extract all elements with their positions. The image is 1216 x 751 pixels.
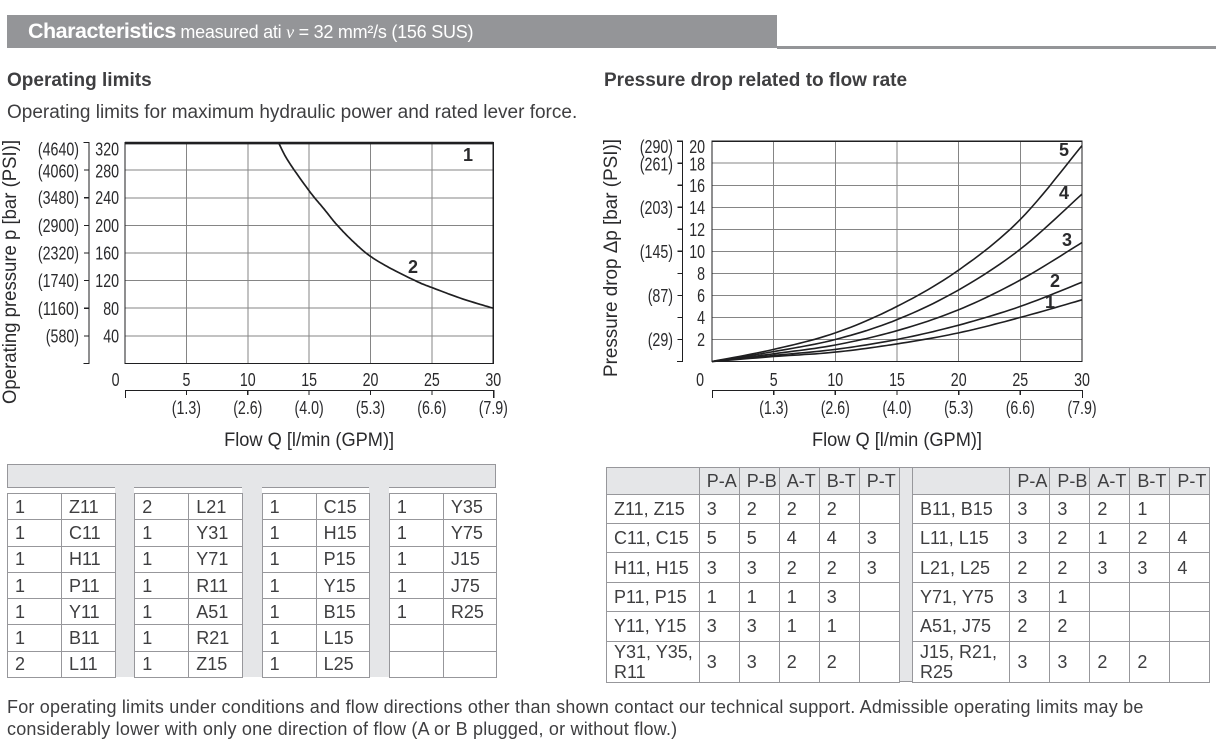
- svg-text:16: 16: [689, 176, 705, 196]
- svg-text:120: 120: [95, 271, 119, 291]
- svg-text:(29): (29): [648, 330, 673, 350]
- svg-text:20: 20: [363, 370, 379, 390]
- svg-text:(87): (87): [648, 286, 673, 306]
- svg-text:2: 2: [697, 330, 705, 350]
- svg-text:160: 160: [95, 244, 119, 264]
- svg-text:(4640): (4640): [38, 140, 79, 160]
- svg-text:Flow Q [l/min (GPM)]: Flow Q [l/min (GPM)]: [812, 430, 982, 451]
- svg-text:0: 0: [112, 370, 120, 390]
- svg-text:5: 5: [182, 370, 190, 390]
- svg-text:200: 200: [95, 216, 119, 236]
- svg-text:1: 1: [1045, 292, 1055, 312]
- svg-text:(145): (145): [640, 242, 673, 262]
- svg-text:Flow Q [l/min (GPM)]: Flow Q [l/min (GPM)]: [224, 430, 394, 451]
- svg-text:5: 5: [1059, 140, 1069, 160]
- svg-text:10: 10: [827, 370, 843, 390]
- svg-text:(6.6): (6.6): [417, 398, 446, 418]
- svg-text:2: 2: [408, 257, 418, 277]
- svg-text:40: 40: [103, 326, 119, 346]
- svg-text:(3480): (3480): [38, 188, 79, 208]
- svg-text:(261): (261): [640, 155, 673, 175]
- svg-text:(2.6): (2.6): [233, 398, 262, 418]
- svg-text:20: 20: [951, 370, 967, 390]
- svg-text:(6.6): (6.6): [1006, 398, 1035, 418]
- svg-text:3: 3: [1062, 230, 1072, 250]
- svg-text:4: 4: [697, 308, 705, 328]
- svg-text:280: 280: [95, 162, 119, 182]
- svg-text:(4060): (4060): [38, 162, 79, 182]
- svg-text:(203): (203): [640, 198, 673, 218]
- svg-text:6: 6: [697, 286, 705, 306]
- svg-text:10: 10: [240, 370, 256, 390]
- svg-text:1: 1: [463, 145, 473, 165]
- svg-text:(290): (290): [640, 137, 673, 157]
- svg-text:80: 80: [103, 299, 119, 319]
- svg-text:320: 320: [95, 140, 119, 160]
- svg-text:(2320): (2320): [38, 244, 79, 264]
- svg-text:(580): (580): [46, 326, 79, 346]
- svg-text:240: 240: [95, 188, 119, 208]
- svg-text:18: 18: [689, 155, 705, 175]
- svg-text:15: 15: [889, 370, 905, 390]
- svg-text:(2.6): (2.6): [821, 398, 850, 418]
- svg-text:12: 12: [689, 220, 705, 240]
- svg-text:2: 2: [1050, 271, 1060, 291]
- svg-text:Operating pressure p [bar (PSI: Operating pressure p [bar (PSI)]: [0, 140, 21, 404]
- svg-text:(1160): (1160): [38, 299, 79, 319]
- svg-text:4: 4: [1059, 183, 1069, 203]
- svg-text:(1.3): (1.3): [172, 398, 201, 418]
- svg-text:5: 5: [770, 370, 778, 390]
- svg-text:25: 25: [424, 370, 440, 390]
- svg-text:30: 30: [1074, 370, 1090, 390]
- svg-text:(5.3): (5.3): [944, 398, 973, 418]
- svg-text:(7.9): (7.9): [1067, 398, 1096, 418]
- svg-text:(4.0): (4.0): [295, 398, 324, 418]
- svg-text:(1.3): (1.3): [759, 398, 788, 418]
- svg-text:15: 15: [301, 370, 317, 390]
- svg-text:0: 0: [696, 370, 704, 390]
- svg-text:(7.9): (7.9): [479, 398, 508, 418]
- svg-text:8: 8: [697, 264, 705, 284]
- svg-text:(1740): (1740): [38, 271, 79, 291]
- svg-text:Pressure drop Δp [bar (PSI)]: Pressure drop Δp [bar (PSI)]: [601, 139, 622, 377]
- svg-text:14: 14: [689, 198, 705, 218]
- svg-text:30: 30: [485, 370, 501, 390]
- svg-text:25: 25: [1012, 370, 1028, 390]
- svg-text:20: 20: [689, 137, 705, 157]
- svg-text:(4.0): (4.0): [882, 398, 911, 418]
- svg-text:10: 10: [689, 242, 705, 262]
- svg-text:(5.3): (5.3): [356, 398, 385, 418]
- svg-text:(2900): (2900): [38, 216, 79, 236]
